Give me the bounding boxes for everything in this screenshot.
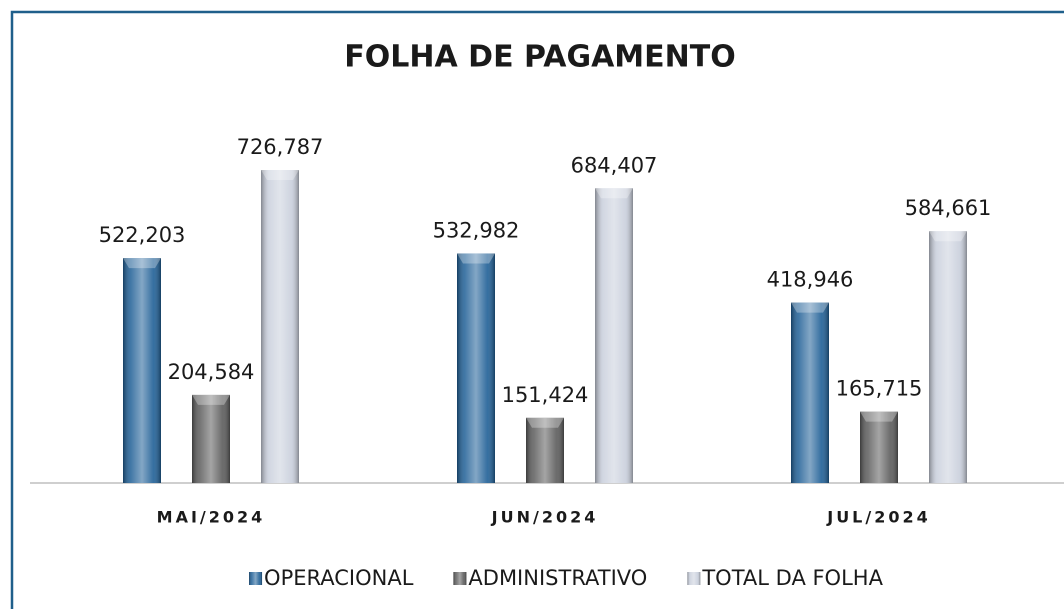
data-label: 204,584 xyxy=(168,360,255,384)
chart-frame xyxy=(10,10,1064,609)
data-label: 165,715 xyxy=(836,377,923,401)
x-tick-label: JUL/2024 xyxy=(826,508,931,527)
bar-bevel xyxy=(929,231,967,242)
legend-swatch-shine xyxy=(249,572,263,585)
bar-shine xyxy=(192,394,230,483)
data-label: 522,203 xyxy=(99,223,186,247)
data-label: 726,787 xyxy=(237,135,324,159)
bar-bevel xyxy=(123,258,161,269)
data-label: 532,982 xyxy=(433,218,520,242)
bar-bevel xyxy=(192,394,230,405)
legend-swatch-shine xyxy=(453,572,467,585)
bar-shine xyxy=(595,188,633,484)
bar-bevel xyxy=(860,411,898,422)
bar-shine xyxy=(929,231,967,483)
x-tick-label: MAI/2024 xyxy=(157,508,266,527)
bar-shine xyxy=(457,253,495,483)
bar-bevel xyxy=(261,170,299,180)
legend-swatch-shine xyxy=(687,572,701,585)
legend-label: ADMINISTRATIVO xyxy=(468,566,647,590)
bar-shine xyxy=(123,258,161,483)
bar-shine xyxy=(526,417,564,483)
x-tick-label: JUN/2024 xyxy=(491,508,599,527)
bar-shine xyxy=(791,302,829,483)
chart-title: FOLHA DE PAGAMENTO xyxy=(344,40,735,75)
bar-bevel xyxy=(791,302,829,313)
data-label: 418,946 xyxy=(767,268,854,292)
bar-shine xyxy=(261,170,299,483)
legend-label: OPERACIONAL xyxy=(264,566,414,590)
data-label: 584,661 xyxy=(905,196,992,220)
bar-bevel xyxy=(526,417,564,428)
legend-label: TOTAL DA FOLHA xyxy=(701,566,883,590)
data-label: 684,407 xyxy=(571,153,658,177)
data-label: 151,424 xyxy=(502,383,589,407)
bar-bevel xyxy=(457,253,495,264)
bar-bevel xyxy=(595,188,633,199)
bar-shine xyxy=(860,411,898,483)
